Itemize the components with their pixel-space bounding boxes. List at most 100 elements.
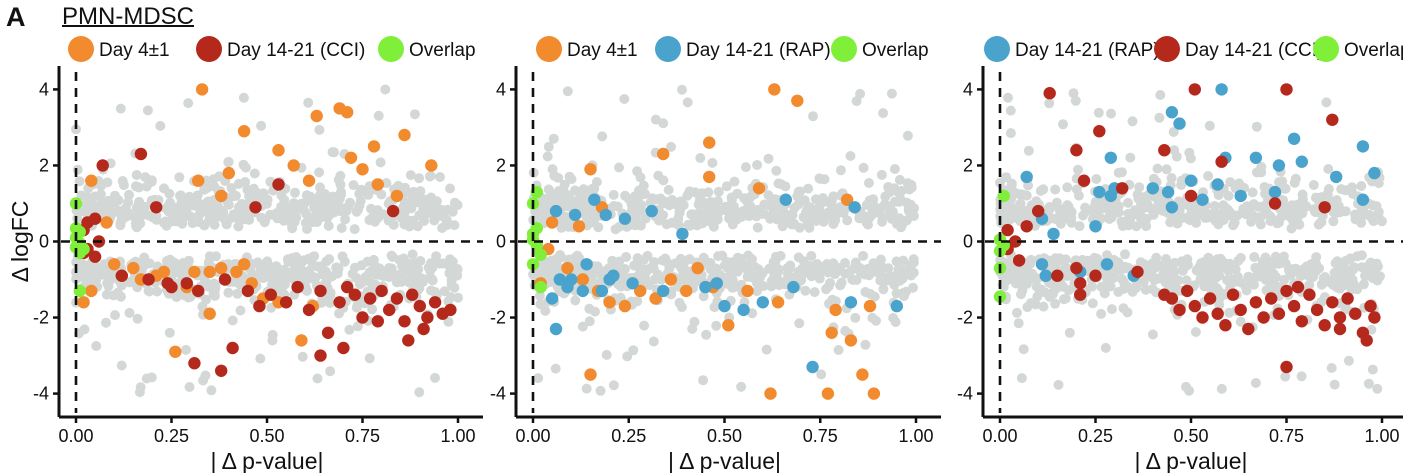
data-point-rap bbox=[1234, 189, 1247, 203]
background-point bbox=[1255, 219, 1266, 230]
data-point-cci bbox=[1074, 288, 1087, 301]
background-point bbox=[104, 269, 115, 280]
background-point bbox=[698, 375, 709, 386]
background-point bbox=[252, 257, 263, 268]
data-point-cci bbox=[1265, 292, 1278, 305]
data-point-cci bbox=[314, 349, 327, 362]
background-point bbox=[658, 198, 669, 209]
background-point bbox=[1369, 266, 1380, 277]
data-point-cci bbox=[371, 315, 384, 328]
background-point bbox=[1091, 174, 1102, 184]
background-point bbox=[1059, 263, 1070, 274]
series-cci bbox=[1001, 83, 1381, 374]
data-point-cci bbox=[1310, 303, 1324, 317]
background-point bbox=[139, 258, 150, 269]
background-point bbox=[1140, 284, 1151, 295]
data-point-day4 bbox=[222, 166, 235, 180]
background-point bbox=[198, 200, 209, 211]
background-point bbox=[81, 197, 92, 208]
background-point bbox=[152, 286, 163, 297]
data-point-cci bbox=[1249, 296, 1263, 309]
data-point-day4 bbox=[584, 368, 597, 381]
background-point bbox=[548, 133, 559, 144]
background-point bbox=[886, 88, 897, 99]
background-point bbox=[533, 373, 544, 384]
background-point bbox=[297, 351, 308, 362]
background-point bbox=[223, 287, 234, 298]
background-point bbox=[271, 208, 282, 219]
background-point bbox=[777, 215, 788, 226]
background-point bbox=[1118, 303, 1129, 314]
data-point-cci bbox=[1184, 189, 1198, 203]
data-point-rap bbox=[1165, 106, 1179, 119]
background-point bbox=[635, 172, 646, 183]
background-point bbox=[345, 197, 355, 208]
background-point bbox=[721, 181, 732, 192]
legend-label: Day 14-21 (CCI) bbox=[1185, 40, 1323, 61]
background-point bbox=[1218, 215, 1229, 225]
data-point-day4 bbox=[703, 170, 716, 184]
background-point bbox=[882, 275, 893, 286]
background-point bbox=[280, 275, 291, 286]
background-point bbox=[1123, 197, 1133, 208]
data-point-day4 bbox=[584, 163, 597, 176]
data-point-cci bbox=[161, 277, 174, 290]
background-point bbox=[827, 294, 838, 305]
data-point-cci bbox=[1364, 299, 1377, 313]
background-point bbox=[864, 195, 875, 206]
background-point bbox=[414, 387, 425, 398]
background-point bbox=[800, 285, 811, 296]
background-point bbox=[360, 272, 371, 283]
background-point bbox=[1328, 197, 1338, 208]
background-point bbox=[637, 265, 648, 275]
background-point bbox=[1300, 202, 1310, 213]
data-point-rap bbox=[561, 280, 574, 294]
series-cci bbox=[77, 147, 457, 377]
background-point bbox=[677, 84, 687, 95]
legend-label: Day 4±1 bbox=[99, 40, 170, 61]
background-point bbox=[1053, 379, 1064, 390]
background-point bbox=[1209, 201, 1220, 211]
background-point bbox=[818, 216, 829, 227]
background-point bbox=[555, 250, 565, 260]
background-point bbox=[640, 273, 651, 284]
background-point bbox=[232, 288, 243, 299]
background-point bbox=[620, 190, 631, 201]
background-point bbox=[159, 183, 169, 194]
background-point bbox=[309, 251, 320, 262]
background-point bbox=[1131, 221, 1142, 232]
background-point bbox=[1173, 275, 1184, 286]
background-point bbox=[207, 205, 218, 216]
background-point bbox=[908, 257, 919, 268]
y-tick-label: 4 bbox=[39, 79, 49, 99]
background-point bbox=[577, 321, 588, 332]
background-point bbox=[314, 124, 325, 135]
background-point bbox=[211, 251, 221, 262]
data-point-day4 bbox=[169, 345, 182, 358]
background-points bbox=[995, 88, 1387, 396]
background-point bbox=[906, 182, 917, 193]
background-point bbox=[1364, 209, 1375, 220]
data-point-cci bbox=[96, 159, 109, 172]
data-point-rap bbox=[1161, 185, 1175, 199]
background-point bbox=[1018, 344, 1029, 355]
data-point-cci bbox=[272, 178, 285, 191]
data-point-cci bbox=[1188, 299, 1202, 313]
background-point bbox=[1372, 383, 1383, 394]
data-point-cci bbox=[1280, 284, 1293, 298]
data-point-day4 bbox=[657, 147, 670, 161]
background-point bbox=[226, 183, 237, 194]
background-point bbox=[695, 193, 706, 204]
data-point-day4 bbox=[215, 189, 228, 203]
background-point bbox=[1328, 216, 1339, 227]
data-point-cci bbox=[1196, 311, 1209, 324]
background-point bbox=[1215, 253, 1226, 264]
background-point bbox=[108, 290, 119, 301]
data-point-rap bbox=[787, 280, 800, 294]
data-point-cci bbox=[1158, 144, 1171, 157]
background-point bbox=[612, 201, 623, 212]
background-point bbox=[79, 324, 90, 335]
data-point-cci bbox=[1043, 87, 1056, 100]
background-point bbox=[325, 366, 336, 377]
legend-label: Overlap bbox=[1344, 40, 1403, 61]
